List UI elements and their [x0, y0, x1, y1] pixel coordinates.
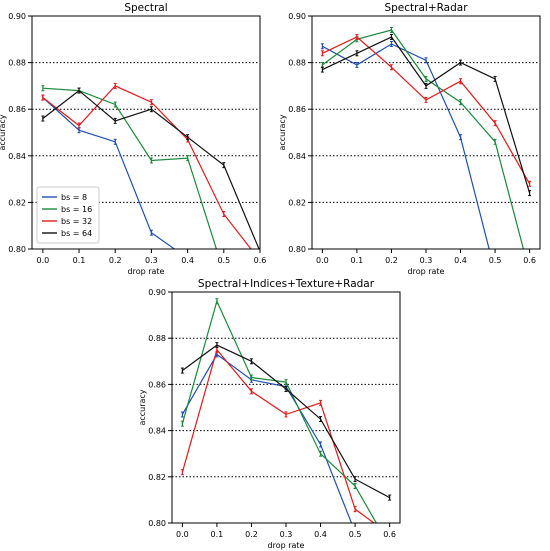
plot-frame — [31, 15, 261, 250]
y-axis-label: accuracy — [0, 114, 7, 150]
y-tick-label: 0.90 — [8, 12, 26, 21]
y-tick-label: 0.88 — [8, 59, 26, 68]
y-tick-label: 0.82 — [8, 198, 26, 207]
chart-title: Spectral+Radar — [384, 2, 468, 14]
x-tick-label: 0.3 — [280, 530, 293, 539]
series-group — [320, 26, 532, 249]
plot-frame — [311, 15, 541, 250]
legend-entry: bs = 16 — [61, 205, 92, 214]
y-tick-label: 0.84 — [8, 152, 26, 161]
x-tick-label: 0.6 — [523, 256, 536, 265]
x-tick-label: 0.0 — [36, 256, 49, 265]
y-tick-label: 0.86 — [8, 105, 26, 114]
legend-entry: bs = 64 — [61, 229, 92, 238]
y-tick-label: 0.88 — [288, 59, 306, 68]
y-axis-label: accuracy — [278, 114, 287, 150]
series-line-0 — [322, 43, 490, 249]
y-tick-label: 0.80 — [148, 519, 166, 528]
chart-panel-3: 0.0 0.1 0.2 0.3 0.4 0.5 0.6 0.80 0.82 0.84 0.86 0.8… — [138, 278, 401, 550]
series-line-2 — [181, 348, 375, 523]
y-tick-label: 0.82 — [288, 198, 306, 207]
y-tick-label: 0.86 — [148, 380, 166, 389]
x-tick-label: 0.1 — [73, 256, 86, 265]
x-tick-label: 0.3 — [145, 256, 158, 265]
x-tick-label: 0.5 — [489, 256, 502, 265]
legend-entry: bs = 8 — [61, 193, 87, 202]
y-tick-label: 0.90 — [288, 12, 306, 21]
chart-panel-1: 0.0 0.1 0.2 0.3 0.4 0.5 0.6 0.80 0.82 0.84 0.86 0.8… — [0, 2, 266, 276]
y-tick-label: 0.84 — [288, 152, 306, 161]
chart-title: Spectral — [124, 2, 167, 14]
x-tick-label: 0.1 — [211, 530, 224, 539]
x-tick-label: 0.6 — [254, 256, 267, 265]
y-tick-label: 0.80 — [8, 245, 26, 254]
y-tick-label: 0.86 — [288, 105, 306, 114]
x-tick-label: 0.3 — [420, 256, 433, 265]
x-tick-label: 0.2 — [109, 256, 122, 265]
y-tick-label: 0.82 — [148, 473, 166, 482]
legend: bs = 8 bs = 16 bs = 32 bs = 64 — [36, 186, 100, 244]
series-group — [41, 82, 260, 249]
x-axis-label: drop rate — [128, 267, 165, 276]
series-line-1 — [42, 87, 218, 249]
x-tick-label: 0.4 — [181, 256, 194, 265]
x-tick-label: 0.4 — [454, 256, 467, 265]
series-line-1 — [322, 29, 525, 249]
series-group — [180, 298, 392, 523]
y-tick-label: 0.88 — [148, 334, 166, 343]
x-axis-label: drop rate — [408, 267, 445, 276]
plot-frame — [171, 291, 401, 524]
y-axis-label: accuracy — [138, 389, 147, 425]
x-tick-label: 0.2 — [245, 530, 258, 539]
x-tick-label: 0.0 — [316, 256, 329, 265]
x-axis-label: drop rate — [268, 541, 305, 550]
series-line-3 — [182, 344, 390, 499]
legend-box — [36, 186, 100, 244]
y-tick-label: 0.90 — [148, 288, 166, 297]
chart-panel-2: 0.0 0.1 0.2 0.3 0.4 0.5 0.6 0.80 0.82 0.84 0.86 0.8… — [278, 2, 541, 276]
x-tick-label: 0.5 — [217, 256, 230, 265]
chart-title: Spectral+Indices+Texture+Radar — [198, 278, 375, 290]
x-tick-label: 0.2 — [385, 256, 398, 265]
y-tick-label: 0.84 — [148, 427, 166, 436]
x-tick-label: 0.4 — [314, 530, 327, 539]
x-tick-label: 0.0 — [176, 530, 189, 539]
x-tick-label: 0.5 — [349, 530, 362, 539]
y-tick-label: 0.80 — [288, 245, 306, 254]
legend-entry: bs = 32 — [61, 217, 92, 226]
x-tick-label: 0.1 — [351, 256, 364, 265]
x-tick-label: 0.6 — [383, 530, 396, 539]
